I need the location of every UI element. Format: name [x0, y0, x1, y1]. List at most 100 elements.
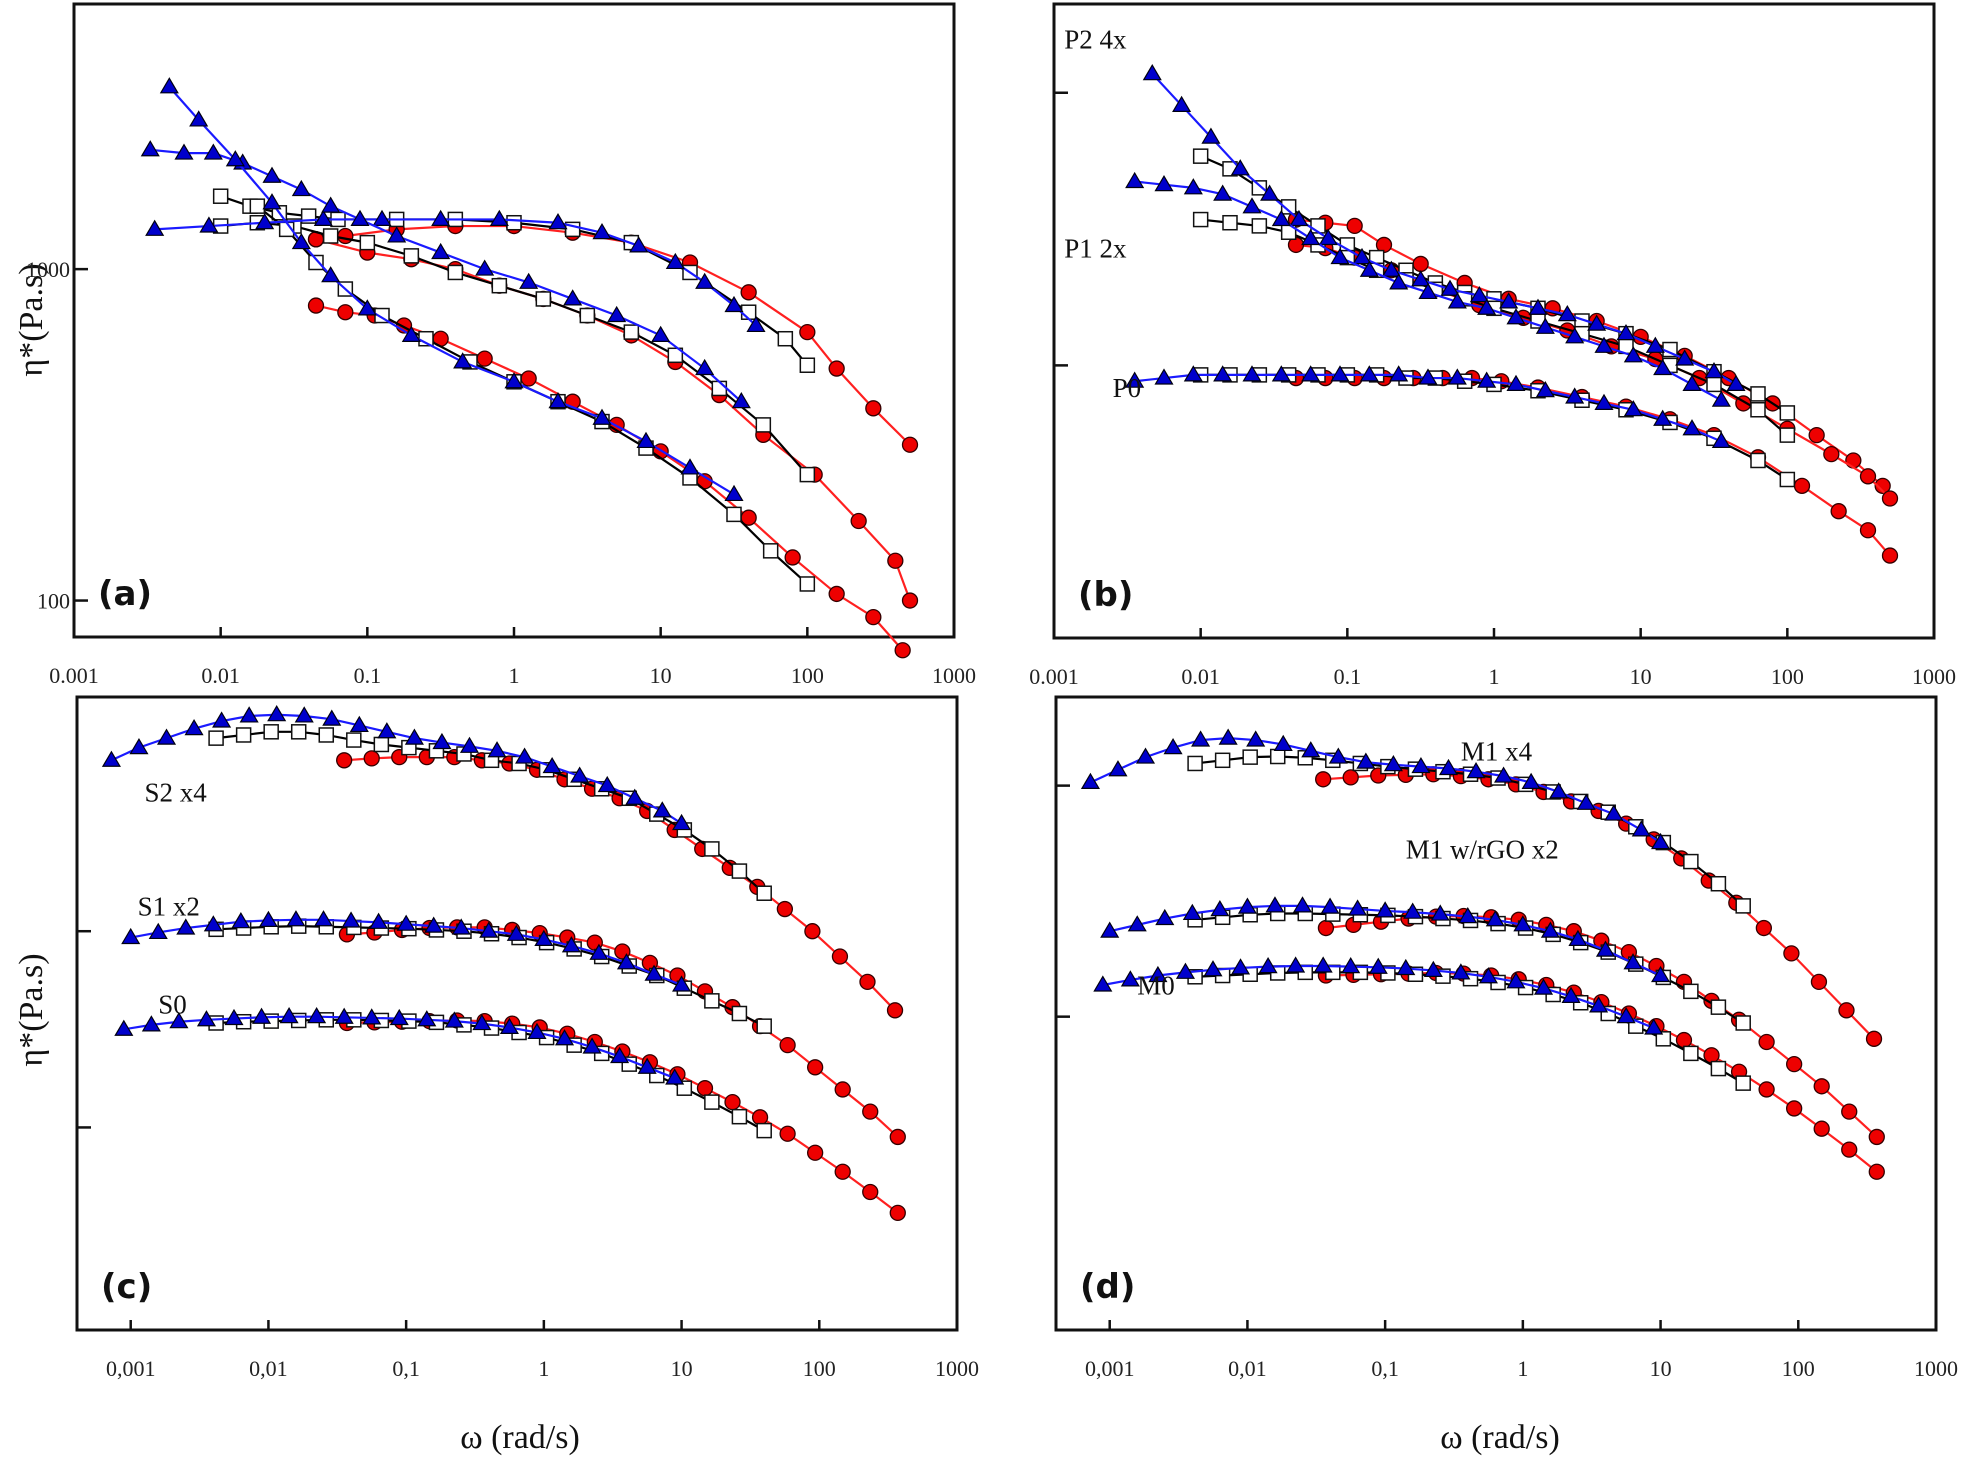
data-point-square: [235, 727, 252, 743]
data-point-square: [1750, 452, 1766, 469]
data-point-triangle: [475, 259, 495, 276]
data-point-square: [249, 198, 266, 214]
series-S0-circle: [338, 1012, 906, 1222]
data-point-circle: [337, 227, 354, 245]
data-point-circle: [834, 1081, 851, 1098]
data-point-triangle: [1466, 762, 1486, 779]
data-point-square: [535, 291, 552, 307]
data-point-triangle: [1711, 431, 1731, 449]
data-point-triangle: [432, 732, 452, 750]
data-point-triangle: [672, 813, 692, 831]
data-point-triangle: [515, 747, 535, 764]
data-point-circle: [850, 512, 867, 530]
data-point-circle: [1859, 522, 1877, 539]
data-point-triangle: [291, 179, 311, 197]
data-point-square: [755, 417, 772, 433]
data-point-triangle: [1535, 381, 1555, 398]
series-P0-triangle: [1125, 365, 1731, 449]
plot-frame: [75, 695, 959, 1332]
data-point-triangle: [1494, 766, 1514, 783]
data-point-square: [1269, 748, 1286, 765]
data-point-circle: [1755, 919, 1773, 937]
series-a-low-triangle: [159, 77, 744, 502]
data-point-triangle: [369, 912, 389, 929]
data-point-square: [447, 264, 464, 281]
data-point-square: [208, 730, 224, 746]
data-point-triangle: [1704, 362, 1724, 379]
data-point-triangle: [1576, 793, 1596, 810]
data-point-triangle: [472, 1013, 492, 1031]
series-P0-circle: [1287, 369, 1899, 564]
data-point-triangle: [424, 916, 444, 933]
x-tick-label: 1000: [935, 1356, 979, 1381]
data-point-triangle: [1651, 832, 1671, 850]
data-point-triangle: [1469, 285, 1489, 303]
data-point-triangle: [1631, 820, 1651, 837]
data-point-triangle: [1411, 756, 1431, 774]
data-point-triangle: [1313, 956, 1333, 973]
x-axis-title-d: ω (rad/s): [1440, 1419, 1560, 1456]
data-point-triangle: [652, 801, 672, 818]
data-point-triangle: [1368, 957, 1388, 974]
data-point-circle: [724, 1093, 741, 1111]
data-point-triangle: [1506, 374, 1526, 391]
data-point-square: [403, 248, 420, 264]
data-point-triangle: [1438, 758, 1459, 776]
data-point-triangle: [313, 209, 333, 226]
data-point-triangle: [1142, 64, 1162, 81]
data-point-circle: [1808, 426, 1825, 444]
data-point-triangle: [196, 1010, 217, 1027]
data-point-square: [1779, 405, 1796, 421]
data-point-triangle: [672, 975, 692, 992]
series-a-low-square: [249, 198, 816, 592]
data-point-square: [1683, 983, 1699, 1000]
data-point-triangle: [1330, 247, 1350, 265]
data-point-triangle: [321, 266, 341, 283]
data-point-triangle: [459, 736, 480, 753]
data-point-triangle: [1230, 958, 1251, 975]
data-point-square: [290, 724, 307, 740]
data-point-circle: [1346, 217, 1363, 235]
data-point-circle: [1703, 1047, 1720, 1064]
data-point-triangle: [417, 1010, 437, 1027]
data-point-triangle: [1726, 374, 1746, 391]
data-point-square: [756, 1122, 772, 1139]
data-point-triangle: [1271, 209, 1291, 227]
data-point-circle: [1859, 468, 1877, 485]
data-point-triangle: [1478, 967, 1498, 984]
data-point-triangle: [1535, 317, 1555, 334]
data-point-square: [756, 1018, 772, 1034]
x-tick-label: 1: [1517, 1356, 1528, 1381]
series-annotation: S1 x2: [138, 891, 200, 921]
data-point-square: [799, 576, 816, 592]
data-point-circle: [1412, 255, 1429, 273]
data-point-triangle: [589, 943, 609, 960]
data-point-triangle: [1565, 327, 1585, 344]
data-point-triangle: [1375, 901, 1395, 918]
data-point-triangle: [431, 209, 451, 226]
data-point-triangle: [1616, 1006, 1636, 1024]
data-point-square: [756, 885, 772, 901]
series-M1x4-triangle: [1080, 728, 1671, 850]
data-point-triangle: [554, 1029, 575, 1046]
data-point-square: [1251, 180, 1268, 196]
data-point-square: [1706, 376, 1722, 393]
data-point-triangle: [680, 458, 700, 475]
x-tick-label: 10: [1630, 664, 1652, 689]
data-point-square: [623, 324, 640, 340]
data-point-triangle: [396, 914, 416, 931]
series-M1rGO-triangle: [1100, 896, 1671, 983]
data-point-triangle: [1477, 371, 1497, 388]
x-tick-label: 0.1: [1334, 664, 1362, 689]
data-point-circle: [865, 400, 882, 417]
data-point-square: [1779, 427, 1796, 443]
data-point-circle: [779, 1037, 796, 1054]
data-point-triangle: [101, 750, 121, 767]
data-point-square: [1214, 752, 1231, 769]
data-point-square: [1192, 148, 1209, 164]
data-point-square: [1187, 755, 1203, 772]
data-point-triangle: [1237, 897, 1257, 914]
data-point-circle: [859, 973, 876, 990]
data-point-triangle: [625, 788, 645, 805]
data-point-triangle: [1230, 159, 1250, 176]
